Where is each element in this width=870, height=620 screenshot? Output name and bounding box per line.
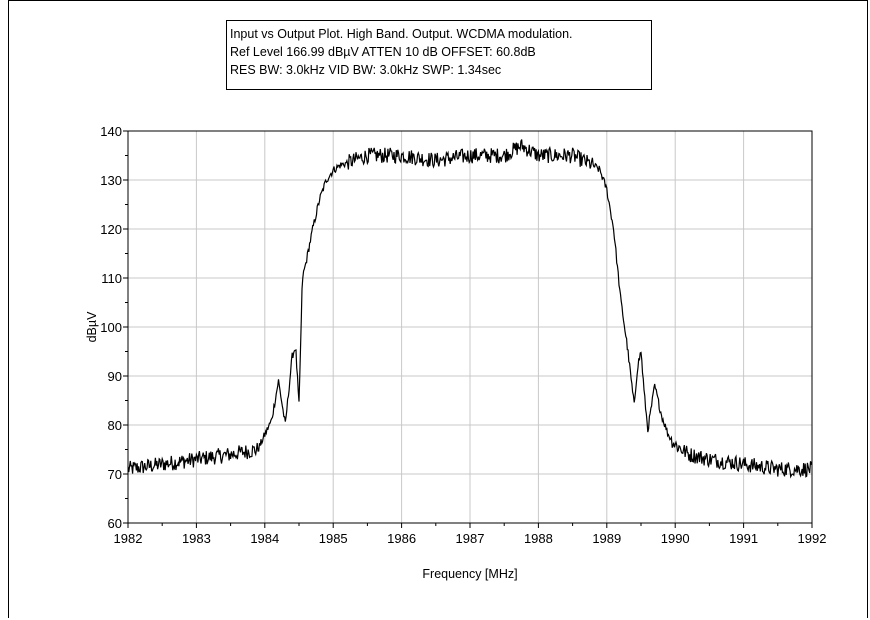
x-tick-label: 1982: [114, 531, 143, 546]
chart-ticks: [123, 130, 813, 528]
x-tick-label: 1987: [456, 531, 485, 546]
x-tick-label: 1990: [661, 531, 690, 546]
x-tick-label: 1992: [798, 531, 827, 546]
y-tick-label: 120: [100, 222, 122, 237]
x-tick-label: 1988: [524, 531, 553, 546]
y-tick-label: 60: [108, 516, 122, 531]
y-tick-label: 80: [108, 418, 122, 433]
series-line: [127, 139, 813, 479]
y-tick-label: 100: [100, 320, 122, 335]
plot-area-border: [127, 130, 813, 524]
y-tick-label: 110: [101, 271, 122, 286]
x-tick-label: 1989: [592, 531, 621, 546]
info-line-1: Input vs Output Plot. High Band. Output.…: [230, 27, 573, 41]
x-tick-label: 1983: [182, 531, 211, 546]
x-tick-label: 1984: [250, 531, 279, 546]
x-tick-label: 1985: [319, 531, 348, 546]
y-axis-title: dBµV: [85, 311, 99, 342]
y-tick-label: 90: [108, 369, 122, 384]
x-tick-label: 1986: [387, 531, 416, 546]
info-line-2: Ref Level 166.99 dBµV ATTEN 10 dB OFFSET…: [230, 45, 536, 59]
x-axis-title: Frequency [MHz]: [422, 567, 517, 581]
chart-series-group: [127, 139, 813, 479]
y-tick-label: 130: [100, 173, 122, 188]
y-tick-label: 140: [100, 124, 122, 139]
info-line-3: RES BW: 3.0kHz VID BW: 3.0kHz SWP: 1.34s…: [230, 63, 502, 77]
measurement-info-box: Input vs Output Plot. High Band. Output.…: [226, 20, 652, 90]
chart-tick-labels: 1982 1983 1984 1985 1986 1987 1988 1989 1990 1991…: [100, 124, 826, 546]
x-tick-label: 1991: [729, 531, 758, 546]
y-tick-label: 70: [108, 467, 122, 482]
plot-window-frame: [8, 0, 868, 618]
